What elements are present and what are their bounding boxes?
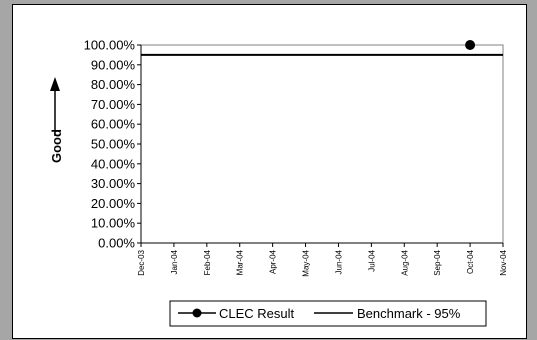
plot-area: [140, 44, 504, 244]
chart-svg: 0.00% 10.00% 20.00% 30.00% 40.00% 50.00% 60.00…: [49, 38, 508, 327]
y-tick-label: 20.00%: [91, 196, 136, 211]
x-tick-label: Nov-04: [499, 249, 508, 275]
y-axis-title: Good: [49, 77, 64, 163]
x-tick-label: Jan-04: [170, 249, 179, 274]
legend-clec-marker: [192, 308, 202, 318]
x-tick-label: Dec-03: [137, 249, 146, 275]
y-tick-label: 40.00%: [91, 156, 136, 171]
x-tick-label: Apr-04: [269, 249, 278, 274]
y-axis-label: Good: [49, 129, 64, 163]
chart-frame: 0.00% 10.00% 20.00% 30.00% 40.00% 50.00% 60.00…: [12, 4, 527, 339]
y-axis: 0.00% 10.00% 20.00% 30.00% 40.00% 50.00% 60.00…: [84, 38, 142, 251]
x-tick-label: Oct-04: [466, 249, 475, 274]
legend: CLEC Result Benchmark - 95%: [169, 300, 487, 327]
x-axis: Dec-03 Jan-04 Feb-04 Mar-04 Apr-04 May-04 Jun-…: [137, 242, 508, 277]
y-tick-label: 50.00%: [91, 137, 136, 152]
legend-clec-label: CLEC Result: [219, 306, 295, 321]
x-tick-label: Sep-04: [433, 249, 442, 275]
clec-result-point: [465, 40, 476, 50]
x-tick-label: May-04: [302, 249, 311, 276]
x-tick-label: Feb-04: [203, 249, 212, 275]
y-tick-label: 0.00%: [98, 236, 135, 251]
x-tick-label: Jul-04: [367, 249, 376, 271]
y-arrow-head: [50, 77, 60, 91]
y-tick-label: 70.00%: [91, 97, 136, 112]
y-tick-label: 80.00%: [91, 77, 136, 92]
y-tick-label: 60.00%: [91, 117, 136, 132]
x-tick-label: Mar-04: [236, 249, 245, 275]
x-tick-label: Aug-04: [400, 249, 409, 275]
y-tick-label: 10.00%: [91, 216, 136, 231]
y-tick-label: 100.00%: [84, 38, 136, 53]
y-tick-label: 90.00%: [91, 57, 136, 72]
x-tick-label: Jun-04: [334, 249, 343, 274]
series-layer: [141, 40, 503, 56]
legend-benchmark-label: Benchmark - 95%: [357, 306, 461, 321]
y-tick-label: 30.00%: [91, 176, 136, 191]
